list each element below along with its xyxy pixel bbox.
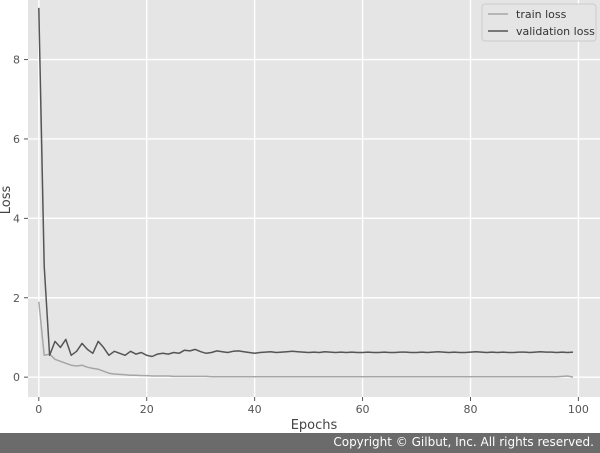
x-axis-label: Epochs [291, 418, 338, 433]
copyright-text: Copyright © Gilbut, Inc. All rights rese… [333, 435, 594, 449]
x-tick-label: 60 [356, 403, 370, 416]
copyright-bar: Copyright © Gilbut, Inc. All rights rese… [0, 433, 600, 453]
series-line-train-loss [38, 301, 574, 378]
x-tick-label: 20 [140, 403, 154, 416]
x-tick-label: 100 [568, 403, 589, 416]
series-lines [38, 7, 574, 378]
series-line-validation-loss [38, 7, 574, 358]
y-tick-label: 8 [13, 54, 20, 67]
x-tick-label: 40 [248, 403, 262, 416]
y-tick-label: 6 [13, 133, 20, 146]
plot-background [28, 0, 600, 397]
y-tick-label: 4 [13, 212, 20, 225]
y-axis-label: Loss [0, 186, 14, 215]
x-tick-label: 0 [35, 403, 42, 416]
x-tick-label: 80 [463, 403, 477, 416]
y-tick-label: 2 [13, 292, 20, 305]
legend-label: train loss [516, 8, 567, 21]
y-tick-label: 0 [13, 371, 20, 384]
legend: train loss validation loss [481, 3, 597, 42]
legend-box [481, 3, 597, 42]
grid-lines [28, 0, 600, 397]
legend-label: validation loss [516, 25, 595, 38]
axis-ticks: 0 20 40 60 80 100 0 2 4 6 8 [13, 54, 589, 416]
loss-chart: 0 20 40 60 80 100 0 2 4 6 8 Epochs Loss train loss… [0, 0, 600, 433]
